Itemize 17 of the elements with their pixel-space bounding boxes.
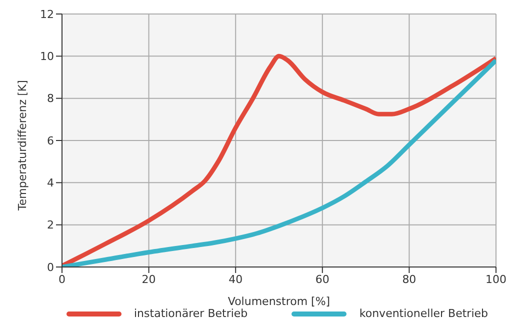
y-tick-label: 0 (47, 260, 54, 274)
y-tick-label: 6 (47, 134, 54, 148)
y-tick-label: 12 (40, 8, 54, 21)
y-tick-label: 8 (47, 92, 54, 106)
y-tick-label: 4 (47, 176, 54, 190)
x-tick-label: 0 (58, 272, 66, 286)
legend-label: konventioneller Betrieb (359, 307, 488, 320)
y-axis-title: Temperaturdifferenz [K] (16, 80, 29, 212)
x-tick-label: 20 (142, 272, 156, 286)
y-tick-label: 2 (47, 218, 54, 232)
x-tick-label: 40 (228, 272, 243, 286)
x-tick-label: 100 (486, 272, 506, 286)
x-tick-label: 60 (315, 272, 330, 286)
legend-label: instationärer Betrieb (134, 307, 248, 320)
x-tick-label: 80 (402, 272, 416, 286)
y-tick-label: 10 (40, 50, 54, 64)
x-axis-title: Volumenstrom [%] (228, 295, 330, 308)
